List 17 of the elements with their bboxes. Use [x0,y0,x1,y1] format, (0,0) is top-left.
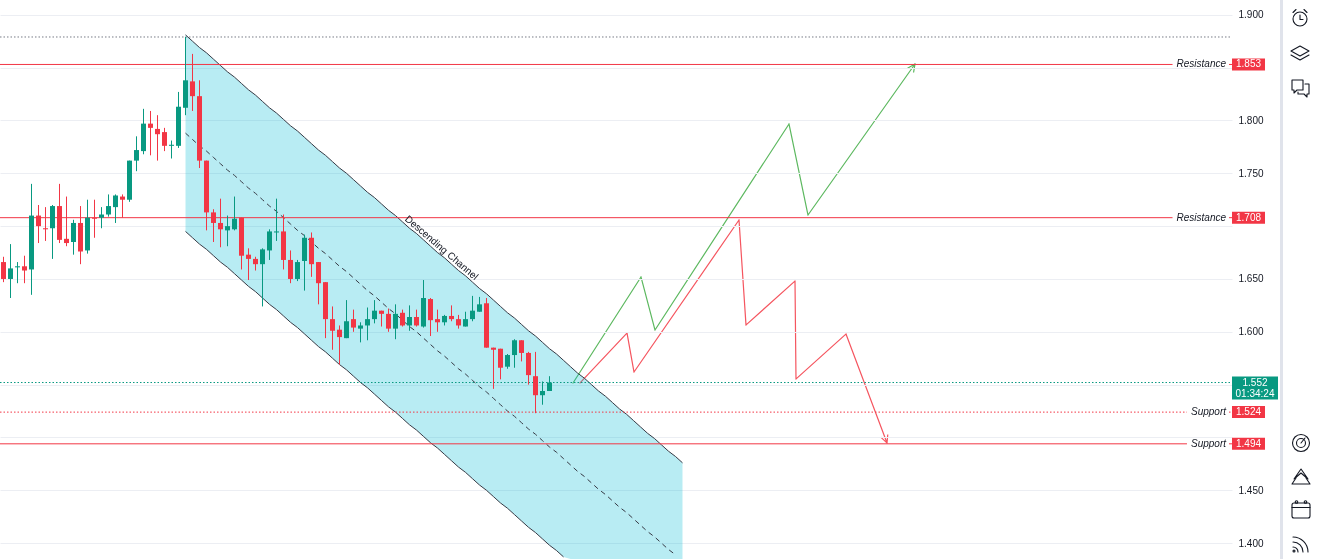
ref-line-label: Support [1190,406,1228,418]
y-tick-label: 1.650 [1238,273,1264,285]
annotation: 1.494 [1235,437,1262,449]
y-tick-label: 1.900 [1238,9,1264,21]
annotation: 1.708 [1235,211,1262,223]
text: 1.552 [1242,376,1268,388]
y-tick-label: 1.450 [1238,484,1264,496]
ref-line-label: Support [1190,437,1228,449]
y-tick-label: 1.800 [1238,114,1264,126]
y-tick-label: 1.750 [1238,167,1264,179]
ref-line-label: Resistance [1176,58,1227,70]
annotation: 1.524 [1235,406,1262,418]
ref-line-label: Resistance [1176,211,1227,223]
y-tick-label: 1.400 [1238,537,1264,549]
annotation: 1.853 [1235,58,1262,70]
y-tick-label: 1.600 [1238,326,1264,338]
text: 01:34:24 [1235,387,1275,399]
